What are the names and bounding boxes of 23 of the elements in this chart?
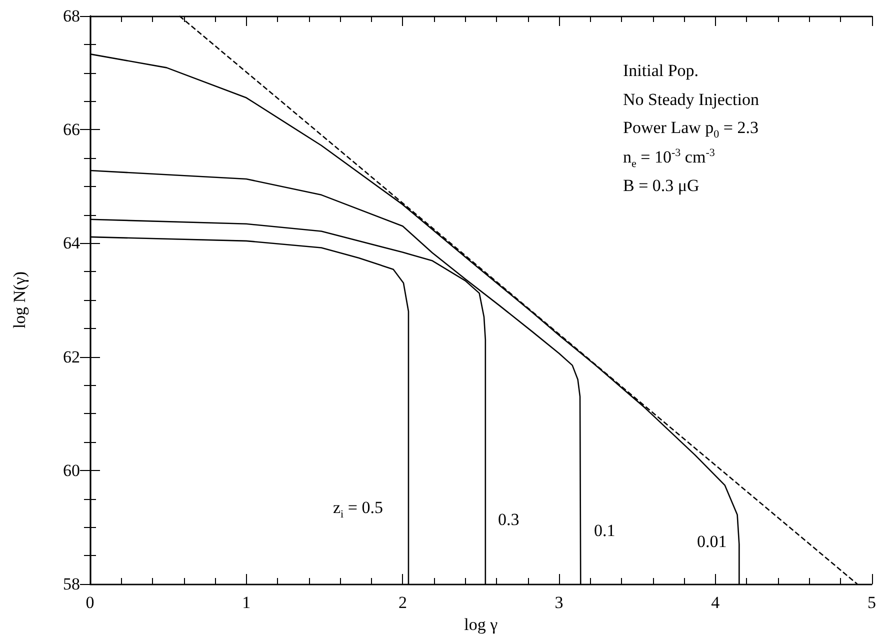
annotation: Power Law p$_{0}$ = 2.3 [623, 118, 758, 141]
y-axis-title: log N(γ) [10, 271, 29, 329]
annotation: n$_{e}$ = 10$^{-3}$ cm$^{-3}$ [623, 147, 715, 170]
annotation: 0.01 [697, 532, 727, 551]
x-tick-label: 2 [398, 593, 407, 612]
annotation: No Steady Injection [623, 90, 759, 109]
y-tick-label: 66 [63, 120, 80, 140]
y-tick-label: 68 [63, 6, 80, 26]
annotation: 0.3 [498, 510, 520, 529]
annotation: B = 0.3 μG [623, 176, 700, 195]
y-tick-label: 64 [63, 234, 80, 253]
y-tick-label: 58 [63, 574, 80, 594]
annotation: Initial Pop. [623, 61, 699, 80]
x-axis-title: log γ [464, 615, 498, 634]
x-tick-label: 0 [86, 593, 94, 612]
y-tick-label: 62 [63, 347, 80, 366]
annotation: 0.1 [594, 521, 616, 540]
y-tick-label: 60 [63, 460, 80, 480]
annotation: z$_{i}$ = 0.5 [333, 498, 383, 520]
x-tick-label: 4 [711, 593, 720, 612]
x-tick-label: 3 [554, 593, 564, 612]
x-tick-label: 5 [868, 593, 876, 612]
x-tick-label: 1 [242, 593, 251, 612]
